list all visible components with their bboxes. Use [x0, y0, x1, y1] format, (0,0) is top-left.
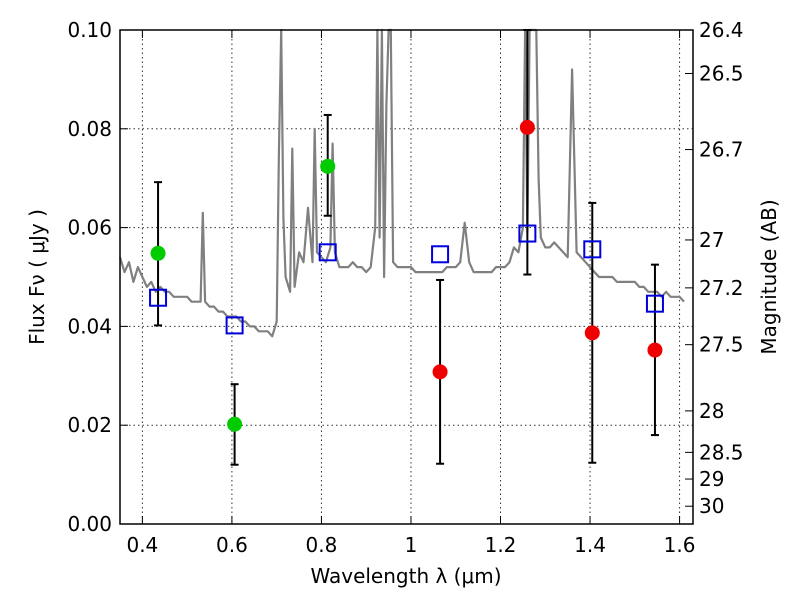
- y-tick-label: 0.10: [67, 18, 112, 42]
- right-axis-title: Magnitude (AB): [757, 199, 781, 354]
- model-flux-square: [518, 224, 537, 243]
- right-tick-label: 28: [699, 399, 724, 423]
- model-flux-square: [583, 240, 602, 259]
- y-tick-label: 0.04: [67, 314, 112, 338]
- model-flux-square: [149, 288, 168, 307]
- right-tick-label: 28.5: [699, 440, 744, 464]
- plot-frame: [119, 29, 694, 525]
- model-flux-square: [318, 243, 337, 262]
- y-tick-label: 0.06: [67, 216, 112, 240]
- x-tick-label: 1.6: [664, 533, 696, 557]
- right-tick-label: 27: [699, 228, 724, 252]
- photometry-point: [150, 245, 166, 261]
- photometry-point: [227, 416, 243, 432]
- model-flux-square: [225, 316, 244, 335]
- grid-lines: [120, 30, 693, 524]
- photometry-point: [432, 364, 448, 380]
- right-tick-label: 27.2: [699, 276, 744, 300]
- photometry-point: [584, 325, 600, 341]
- y-tick-label: 0.02: [67, 413, 112, 437]
- x-axis-title: Wavelength λ (μm): [310, 564, 501, 588]
- model-flux-square: [431, 245, 450, 264]
- right-tick-label: 26.5: [699, 61, 744, 85]
- right-tick-label: 27.5: [699, 333, 744, 357]
- model-flux-square: [645, 294, 664, 313]
- right-tick-label: 29: [699, 467, 724, 491]
- x-tick-labels: 0.4 0.6 0.8 1 1.2 1.4 1.6: [126, 533, 695, 557]
- x-tick-label: 1: [405, 533, 418, 557]
- right-tick-label: 30: [699, 494, 724, 518]
- markers: [149, 119, 664, 432]
- photometry-point: [320, 158, 336, 174]
- right-tick-labels: 26.4 26.5 26.7 27 27.2 27.5 28 28.5 29 30: [699, 18, 744, 518]
- photometry-point: [647, 342, 663, 358]
- x-tick-label: 1.2: [485, 533, 517, 557]
- right-tick-label: 26.4: [699, 18, 744, 42]
- photometry-point: [519, 119, 535, 135]
- x-tick-label: 1.4: [574, 533, 606, 557]
- axis-ticks: [120, 29, 693, 525]
- x-tick-label: 0.8: [306, 533, 338, 557]
- x-tick-label: 0.4: [126, 533, 158, 557]
- x-tick-label: 0.6: [216, 533, 248, 557]
- y-tick-labels: 0.00 0.02 0.04 0.06 0.08 0.10: [67, 18, 112, 536]
- right-tick-label: 26.7: [699, 138, 744, 162]
- y-tick-label: 0.08: [67, 117, 112, 141]
- y-axis-title: Flux Fν ( μJy ): [25, 209, 49, 345]
- y-tick-label: 0.00: [67, 512, 112, 536]
